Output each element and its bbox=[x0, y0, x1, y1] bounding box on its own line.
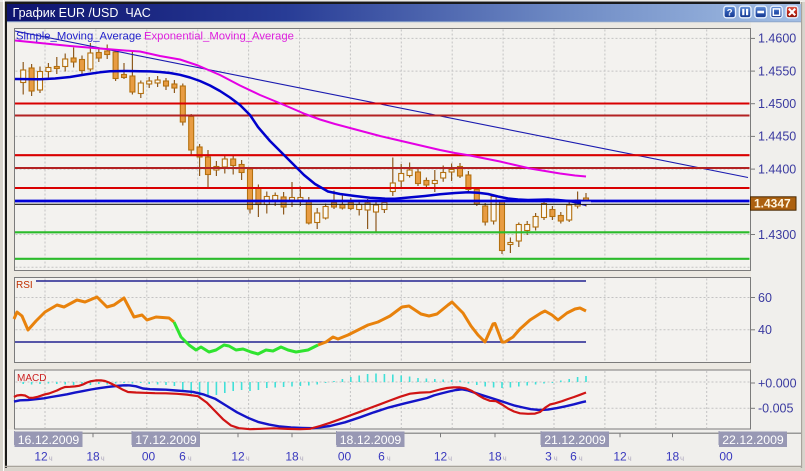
svg-text:1.4347: 1.4347 bbox=[754, 197, 791, 211]
svg-text:ч: ч bbox=[503, 454, 507, 463]
svg-text:18.12.2009: 18.12.2009 bbox=[340, 433, 402, 447]
svg-text:18: 18 bbox=[666, 450, 680, 464]
svg-text:ч: ч bbox=[49, 454, 53, 463]
svg-text:6: 6 bbox=[378, 450, 385, 464]
svg-text:1.4550: 1.4550 bbox=[758, 64, 796, 78]
svg-text:17.12.2009: 17.12.2009 bbox=[135, 433, 197, 447]
svg-text:1.4450: 1.4450 bbox=[758, 130, 796, 144]
svg-text:ч: ч bbox=[628, 454, 632, 463]
svg-text:6: 6 bbox=[570, 450, 577, 464]
svg-text:00: 00 bbox=[142, 450, 156, 464]
svg-text:График EUR /USD ЧАС: График EUR /USD ЧАС bbox=[13, 6, 151, 20]
svg-text:MACD: MACD bbox=[17, 373, 46, 384]
svg-text:18: 18 bbox=[86, 450, 100, 464]
svg-text:Simple_Moving_Average: Simple_Moving_Average bbox=[16, 31, 141, 43]
svg-text:ч: ч bbox=[448, 454, 452, 463]
svg-text:1.4400: 1.4400 bbox=[758, 162, 796, 176]
svg-text:ч: ч bbox=[246, 454, 250, 463]
svg-text:ч: ч bbox=[579, 454, 583, 463]
svg-text:RSI: RSI bbox=[16, 280, 33, 291]
svg-text:Exponential_Moving_Average: Exponential_Moving_Average bbox=[144, 31, 294, 43]
svg-text:12: 12 bbox=[434, 450, 448, 464]
svg-text:18: 18 bbox=[285, 450, 299, 464]
svg-text:ч: ч bbox=[387, 454, 391, 463]
svg-text:1.4600: 1.4600 bbox=[758, 32, 796, 46]
svg-text:ч: ч bbox=[554, 454, 558, 463]
svg-text:60: 60 bbox=[758, 291, 772, 305]
svg-text:3: 3 bbox=[545, 450, 552, 464]
svg-text:12: 12 bbox=[231, 450, 245, 464]
svg-text:40: 40 bbox=[758, 323, 772, 337]
svg-text:22.12.2009: 22.12.2009 bbox=[722, 433, 784, 447]
svg-text:ч: ч bbox=[188, 454, 192, 463]
svg-text:+0.000: +0.000 bbox=[758, 376, 797, 390]
svg-text:16.12.2009: 16.12.2009 bbox=[18, 433, 80, 447]
svg-text:1.4300: 1.4300 bbox=[758, 228, 796, 242]
svg-text:?: ? bbox=[727, 7, 733, 18]
svg-text:ч: ч bbox=[680, 454, 684, 463]
svg-text:ч: ч bbox=[300, 454, 304, 463]
svg-text:12: 12 bbox=[613, 450, 627, 464]
svg-text:00: 00 bbox=[338, 450, 352, 464]
svg-text:18: 18 bbox=[488, 450, 502, 464]
svg-text:12: 12 bbox=[34, 450, 48, 464]
svg-text:6: 6 bbox=[179, 450, 186, 464]
svg-text:ч: ч bbox=[101, 454, 105, 463]
svg-text:00: 00 bbox=[719, 450, 733, 464]
svg-text:-0.005: -0.005 bbox=[758, 402, 793, 416]
svg-text:1.4500: 1.4500 bbox=[758, 97, 796, 111]
svg-text:21.12.2009: 21.12.2009 bbox=[544, 433, 606, 447]
